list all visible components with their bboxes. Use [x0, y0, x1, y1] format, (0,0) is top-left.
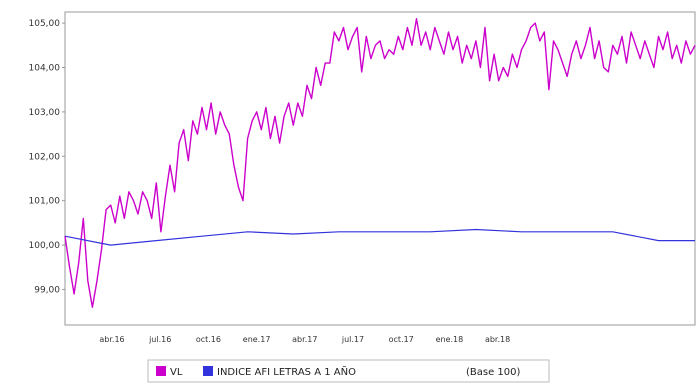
series-layer [64, 18, 696, 308]
x-tick-label: abr.16 [99, 335, 124, 344]
y-tick-label: 99,00 [34, 285, 60, 295]
y-tick-label: 102,00 [29, 152, 61, 162]
x-tick-label: ene.17 [243, 335, 271, 344]
legend-swatch-indice [203, 366, 213, 376]
y-tick-label: 103,00 [29, 108, 61, 118]
plot-frame [64, 11, 696, 326]
series-line-indice [64, 228, 695, 246]
x-tick-label: ene.18 [436, 335, 464, 344]
x-tick-label: oct.16 [196, 335, 221, 344]
x-tick-label: jul.16 [148, 335, 171, 344]
legend: VL INDICE AFI LETRAS A 1 AÑO (Base 100) [147, 359, 550, 383]
legend-label-vl: VL [170, 367, 183, 378]
y-tick-label: 104,00 [29, 63, 61, 73]
x-tick-label: abr.18 [485, 335, 510, 344]
y-axis-ticks: 105,00 104,00 103,00 102,00 101,00 100,00 99,0… [29, 19, 65, 295]
y-tick-label: 101,00 [29, 197, 61, 207]
y-tick-label: 100,00 [29, 241, 61, 251]
series-line-vl [64, 18, 696, 308]
x-tick-label: jul.17 [341, 335, 364, 344]
x-tick-label: oct.17 [389, 335, 414, 344]
legend-swatch-vl [156, 366, 166, 376]
y-tick-label: 105,00 [29, 19, 61, 29]
legend-base-note: (Base 100) [466, 367, 521, 378]
x-tick-label: abr.17 [292, 335, 317, 344]
x-axis-ticks: abr.16 jul.16 oct.16 ene.17 abr.17 jul.17 oct.… [99, 335, 510, 344]
legend-label-indice: INDICE AFI LETRAS A 1 AÑO [217, 365, 356, 378]
legend-frame [147, 359, 550, 383]
